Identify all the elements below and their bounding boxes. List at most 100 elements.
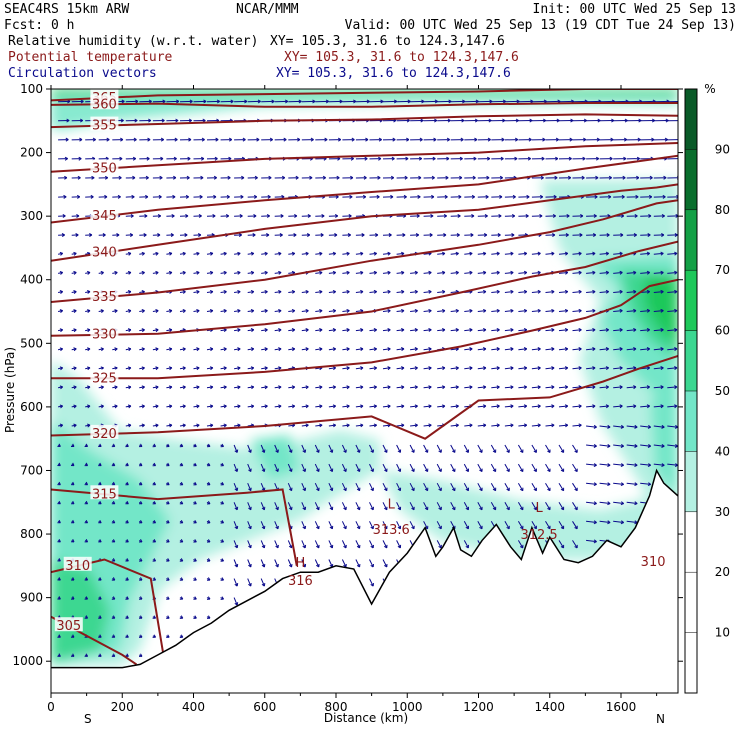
vector-arrowhead (129, 233, 134, 238)
vector-arrowhead (646, 251, 650, 256)
vector-arrowhead (252, 233, 256, 238)
theta-contour-315 (51, 488, 298, 566)
vector-arrowhead (523, 385, 528, 390)
theta-contour-340 (51, 183, 678, 262)
vector-arrowhead (127, 404, 132, 409)
extremum-label: 310 (641, 555, 666, 570)
circulation-vector (342, 252, 350, 255)
vector-arrowhead (145, 194, 149, 199)
circulation-vector (274, 367, 282, 370)
vector-arrowhead (111, 558, 116, 562)
vector-arrowhead (346, 366, 350, 371)
circulation-vector (396, 463, 401, 472)
vector-arrowhead (633, 327, 637, 332)
vector-arrowhead (363, 175, 367, 180)
vector-arrowhead (397, 506, 402, 511)
vector-arrowhead (223, 366, 227, 371)
field-xy-theta: XY= 105.3, 31.6 to 124.3,147.6 (284, 50, 519, 65)
circulation-vector (382, 482, 388, 491)
vector-arrowhead (418, 156, 423, 161)
vector-arrowhead (647, 233, 651, 238)
circulation-vector (545, 502, 551, 511)
vector-arrowhead (125, 596, 129, 600)
forecast-hour: Fcst: 0 h (4, 18, 74, 33)
vector-arrowhead (387, 251, 391, 256)
circulation-vector (288, 348, 295, 351)
circulation-vector (274, 559, 279, 568)
theta-contour-label: 310 (65, 559, 90, 574)
vector-arrowhead (170, 233, 174, 238)
circulation-vector (518, 424, 527, 427)
vector-arrowhead (59, 366, 64, 371)
circulation-vector (545, 386, 555, 389)
vector-arrowhead (416, 213, 420, 218)
colorbar-label: 40 (715, 444, 730, 458)
vector-arrowhead (486, 175, 490, 180)
vector-arrowhead (152, 462, 157, 467)
circulation-vector (409, 463, 415, 472)
vector-arrowhead (182, 423, 186, 428)
vector-arrowhead (606, 233, 610, 238)
circulation-vector (234, 329, 241, 332)
vector-arrowhead (100, 270, 104, 275)
vector-arrowhead (400, 289, 405, 294)
vector-arrowhead (291, 404, 296, 409)
vector-arrowhead (223, 251, 227, 256)
vector-arrowhead (127, 347, 132, 352)
vector-arrowhead (661, 213, 665, 218)
circulation-vector (410, 386, 418, 389)
circulation-vector (599, 405, 609, 408)
circulation-vector (613, 386, 623, 389)
circulation-vector (423, 386, 432, 389)
vector-arrowhead (403, 194, 407, 199)
circulation-vector (396, 444, 401, 453)
vector-arrowhead (620, 424, 625, 429)
circulation-vector (382, 521, 388, 530)
circulation-vector (315, 367, 323, 370)
vector-arrowhead (578, 404, 582, 409)
circulation-vector (260, 502, 265, 510)
vector-arrowhead (547, 468, 551, 473)
vector-arrowhead (138, 634, 143, 638)
vector-arrowhead (428, 289, 432, 294)
circulation-vector (558, 272, 568, 274)
vector-arrowhead (179, 520, 184, 524)
circulation-vector (301, 291, 309, 293)
vector-arrowhead (541, 156, 545, 161)
circulation-vector (477, 405, 486, 408)
circulation-vector (586, 310, 596, 312)
vector-arrowhead (388, 233, 392, 238)
vector-arrowhead (305, 404, 309, 409)
circulation-vector (410, 329, 418, 332)
circulation-vector (382, 405, 391, 408)
vector-arrowhead (519, 449, 524, 453)
vector-arrowhead (223, 289, 227, 294)
vector-arrowhead (441, 385, 446, 390)
circulation-vector (518, 386, 527, 389)
circulation-vector (599, 329, 609, 332)
circulation-vector (355, 502, 361, 511)
circulation-vector (247, 272, 254, 274)
vector-arrowhead (360, 328, 364, 332)
circulation-vector (545, 444, 551, 453)
vector-arrowhead (281, 175, 286, 180)
vector-arrowhead (98, 596, 102, 600)
circulation-vector (490, 463, 497, 472)
vector-arrowhead (288, 468, 293, 473)
circulation-vector (477, 482, 483, 491)
vector-arrowhead (370, 525, 374, 530)
vector-arrowhead (593, 520, 597, 525)
vector-arrowhead (552, 213, 556, 218)
vector-arrowhead (168, 251, 173, 256)
theta-contour-label: 335 (92, 290, 117, 305)
vector-arrowhead (127, 328, 132, 333)
circulation-vector (572, 444, 578, 453)
vector-arrowhead (527, 156, 531, 161)
circulation-vector (477, 444, 483, 453)
vector-arrowhead (446, 156, 450, 161)
circulation-vector (247, 405, 254, 408)
circulation-vector (314, 559, 320, 568)
vector-arrowhead (533, 487, 537, 492)
vector-arrowhead (152, 519, 157, 524)
circulation-vector (220, 348, 227, 351)
